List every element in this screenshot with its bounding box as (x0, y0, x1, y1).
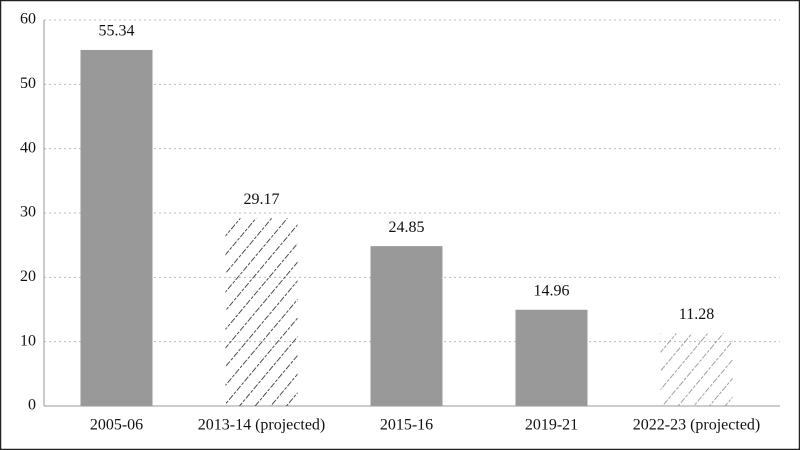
x-tick-label: 2015-16 (380, 417, 433, 434)
y-tick-label: 40 (20, 139, 36, 156)
y-tick-label: 10 (20, 332, 36, 349)
data-label: 55.34 (99, 23, 135, 40)
bar (225, 218, 298, 406)
data-label: 11.28 (679, 306, 714, 323)
bar (370, 246, 443, 406)
data-label: 29.17 (244, 191, 280, 208)
x-tick-label: 2005-06 (90, 417, 143, 434)
y-tick-label: 30 (20, 204, 36, 221)
bar (515, 309, 588, 406)
y-tick-label: 20 (20, 268, 36, 285)
x-tick-label: 2019-21 (525, 417, 578, 434)
data-label: 24.85 (389, 219, 425, 236)
data-label: 14.96 (534, 282, 570, 299)
bar (660, 333, 733, 406)
x-tick-label: 2013-14 (projected) (198, 417, 326, 434)
y-tick-label: 0 (28, 397, 36, 414)
bar (80, 49, 153, 406)
y-tick-label: 50 (20, 75, 36, 92)
y-tick-label: 60 (20, 11, 36, 28)
x-tick-label: 2022-23 (projected) (633, 417, 761, 434)
